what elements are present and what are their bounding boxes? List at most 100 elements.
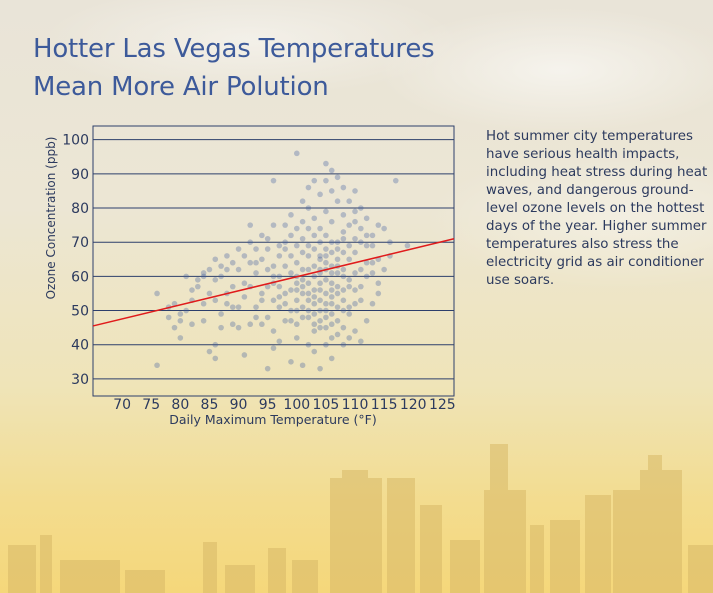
y-tick-label: 40 [71,338,89,354]
data-point [165,314,172,321]
data-point [189,287,195,293]
data-point [299,314,306,321]
data-point [293,150,300,157]
data-point [311,294,318,300]
x-tick-label: 90 [230,397,248,413]
data-point [334,283,341,290]
data-point [270,328,277,334]
data-point [369,300,376,307]
data-point [299,198,306,204]
data-point [363,318,370,324]
data-point [404,242,411,249]
data-point [369,242,376,249]
x-tick-label: 100 [283,397,310,413]
data-point [334,270,341,276]
data-point [264,235,271,242]
data-point [305,307,312,314]
x-tick-label: 75 [142,397,160,413]
x-axis-label: Daily Maximum Temperature (°F) [169,412,377,427]
data-point [154,362,160,369]
data-point [334,239,341,246]
data-point [288,212,294,218]
data-point [171,300,178,307]
data-point [328,321,335,328]
data-point [206,290,213,297]
data-point [358,297,364,304]
data-point [317,324,323,331]
data-point [340,184,347,191]
data-point [299,266,306,273]
data-point [369,232,376,239]
data-point [282,222,288,228]
data-point [328,280,335,287]
data-point [369,270,376,276]
title-line-1: Hotter Las Vegas Temperatures [33,34,435,64]
data-point [235,266,242,273]
data-point [375,280,382,287]
data-point [352,218,358,225]
data-point [253,259,259,266]
data-point [212,297,219,304]
data-point [369,259,376,266]
data-point [340,341,347,348]
data-point [311,287,318,293]
data-point [253,314,259,321]
data-point [305,242,312,249]
data-point [317,225,323,232]
data-point [270,273,277,280]
data-point [195,276,201,283]
data-point [334,290,341,297]
data-point [352,328,358,334]
x-tick-label: 125 [429,397,456,413]
data-point [311,263,318,269]
data-point [264,246,271,252]
data-point [270,222,277,228]
data-points [154,150,411,372]
data-point [317,287,323,293]
data-point [171,324,178,331]
data-point [311,246,318,252]
data-point [259,290,265,297]
data-point [200,300,207,307]
data-point [299,218,306,225]
x-tick-label: 95 [259,397,277,413]
data-point [323,324,329,331]
data-point [346,283,352,290]
data-point [229,283,236,290]
data-point [305,297,312,304]
data-point [218,263,224,269]
data-point [282,246,288,252]
skyline-buildings [8,444,713,593]
data-point [212,256,219,263]
data-point [293,297,300,304]
data-point [206,348,213,355]
data-point [200,270,207,276]
data-point [317,256,323,263]
data-point [334,331,341,338]
title-line-2: Mean More Air Polution [33,72,329,102]
data-point [299,290,306,297]
data-point [358,283,364,290]
data-point [363,242,370,249]
y-tick-label: 60 [71,269,89,285]
data-point [323,232,329,239]
data-point [212,276,219,283]
data-point [311,348,318,355]
data-point [293,307,300,314]
data-point [200,318,207,324]
data-point [305,225,312,232]
data-point [340,266,347,273]
data-point [288,287,294,293]
data-point [206,266,213,273]
data-point [253,270,259,276]
data-point [305,341,312,348]
data-point [276,338,283,345]
data-point [212,355,219,362]
data-point [276,283,283,290]
data-point [323,300,329,307]
data-point [328,188,335,194]
data-point [241,352,248,358]
data-point [235,324,242,331]
data-point [288,270,294,276]
